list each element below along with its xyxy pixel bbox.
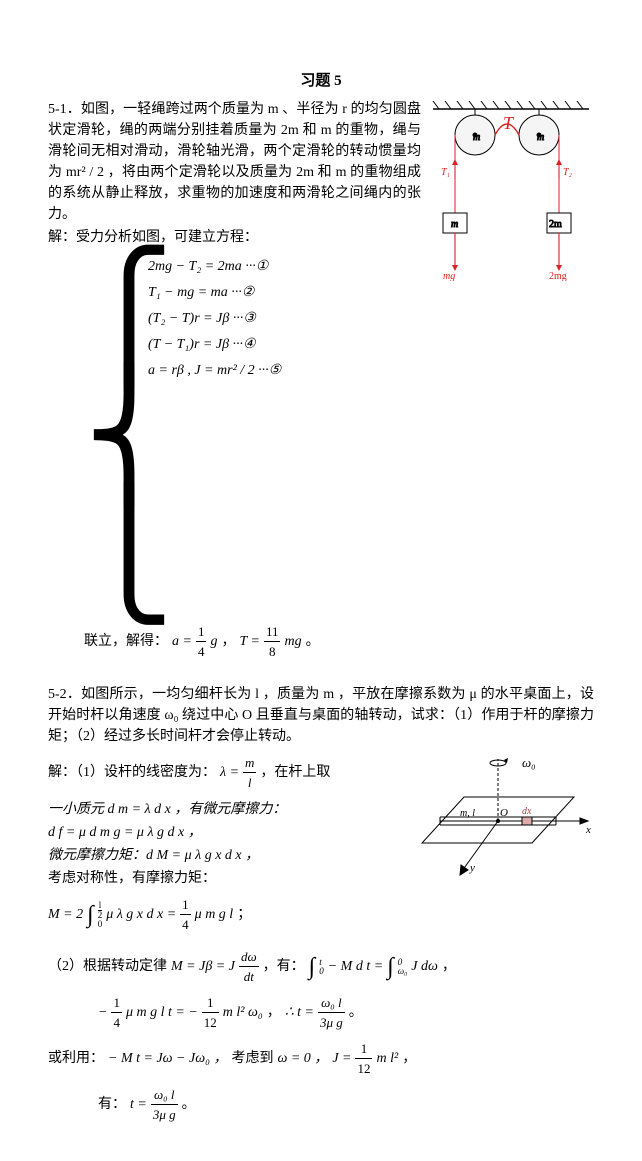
svg-text:O: O bbox=[500, 807, 508, 819]
sol2-line2: − 14 μ m g l t = − 112 m l² ω₀， ∴ t = ω₀… bbox=[48, 993, 594, 1033]
ajd: 12 bbox=[355, 1059, 372, 1079]
lam-den: l bbox=[243, 773, 256, 793]
alt-lead: 或利用： bbox=[48, 1048, 104, 1069]
svg-text:x: x bbox=[585, 824, 591, 836]
eq4: (T − T₁)r = Jβ ···④ bbox=[148, 334, 281, 355]
p52-problem: 5-2．如图所示，一均匀细杆长为 l ，质量为 m ，平放在摩擦系数为 μ 的水… bbox=[48, 684, 594, 747]
svg-text:m: m bbox=[473, 132, 480, 143]
final-line: 有： t = ω₀ l3μ g 。 bbox=[48, 1085, 594, 1125]
p51-result: 联立，解得： a = 14 g， T = 118 mg。 bbox=[48, 622, 594, 662]
tn2: ω₀ l bbox=[151, 1085, 178, 1106]
td2: 3μ g bbox=[151, 1105, 178, 1125]
diagram-5-1: m m m 2m T T₁ T₂ mg 2mg bbox=[429, 101, 594, 281]
p52-sol1-lambda: 解：（1）设杆的线密度为： λ = ml ，在杆上取 bbox=[48, 753, 396, 793]
svg-text:m, l: m, l bbox=[460, 808, 475, 819]
svg-text:mg: mg bbox=[443, 271, 455, 281]
svg-text:m: m bbox=[537, 132, 544, 143]
lam-num: m bbox=[243, 753, 256, 774]
svg-text:y: y bbox=[469, 862, 475, 874]
tn: ω₀ l bbox=[318, 993, 345, 1014]
sol1-lead: 解：（1）设杆的线密度为： bbox=[48, 762, 216, 783]
eq3: (T₂ − T)r = Jβ ···③ bbox=[148, 308, 281, 329]
eq5: a = rβ , J = mr² / 2 ···⑤ bbox=[148, 360, 281, 381]
alt-eq: − M t = Jω − Jω₀ ， bbox=[108, 1048, 227, 1069]
svg-text:T₂: T₂ bbox=[563, 167, 573, 178]
sol2-line1: （2）根据转动定律 M = Jβ = J dωdt ，有： ∫t0 − M d … bbox=[48, 947, 594, 987]
dw-d: dt bbox=[239, 967, 259, 987]
eq1: 2mg − T₂ = 2ma ···① bbox=[148, 256, 281, 277]
M-integral: M = 2 ∫ l20 μ λ g x d x = 14 μ m g l； bbox=[48, 895, 594, 935]
svg-text:2mg: 2mg bbox=[549, 271, 567, 281]
p52-text: 如图所示，一均匀细杆长为 l ，质量为 m ，平放在摩擦系数为 μ 的水平桌面上… bbox=[48, 687, 594, 744]
svg-text:2m: 2m bbox=[549, 219, 562, 230]
p51-text: 如图，一轻绳跨过两个质量为 m 、半径为 r 的均匀圆盘状定滑轮，绳的两端分别挂… bbox=[48, 102, 421, 222]
dw-n: dω bbox=[239, 947, 259, 968]
final-lead: 有： bbox=[98, 1094, 126, 1115]
diagram-5-2: ω₀ O m, l dx x y bbox=[404, 753, 594, 883]
mfrac-d: 4 bbox=[180, 915, 191, 935]
f112n: 1 bbox=[202, 993, 219, 1014]
svg-text:dx: dx bbox=[522, 806, 532, 817]
f14d: 4 bbox=[111, 1013, 122, 1033]
il2: ω₀ bbox=[398, 966, 407, 976]
result-lead: 联立，解得： bbox=[84, 631, 168, 652]
page-title: 习题 5 bbox=[48, 70, 594, 93]
sol2-lead: （2）根据转动定律 bbox=[48, 956, 167, 977]
t-den: 8 bbox=[264, 642, 281, 662]
alt-line: 或利用： − M t = Jω − Jω₀ ， 考虑到 ω = 0 ， J = … bbox=[48, 1039, 594, 1079]
a-den: 4 bbox=[196, 642, 207, 662]
t-num: 11 bbox=[264, 622, 281, 643]
alt-mid: 考虑到 bbox=[231, 1048, 273, 1069]
svg-text:T: T bbox=[503, 113, 515, 133]
sol1-tail: ，在杆上取 bbox=[260, 762, 330, 783]
td: 3μ g bbox=[318, 1013, 345, 1033]
f112d: 12 bbox=[202, 1013, 219, 1033]
il1: 0 bbox=[319, 966, 324, 976]
p51-label: 5-1． bbox=[48, 102, 81, 117]
f14n: 1 bbox=[111, 993, 122, 1014]
a-num: 1 bbox=[196, 622, 207, 643]
ajn: 1 bbox=[355, 1039, 372, 1060]
p52-label: 5-2． bbox=[48, 687, 81, 702]
mfrac-n: 1 bbox=[180, 895, 191, 916]
svg-text:m: m bbox=[451, 219, 458, 230]
svg-text:T₁: T₁ bbox=[441, 167, 450, 178]
p51-equation-system: ⎧⎨⎩ 2mg − T₂ = 2ma ···① T₁ − mg = ma ···… bbox=[48, 252, 421, 616]
eq2: T₁ − mg = ma ···② bbox=[148, 282, 281, 303]
svg-text:ω₀: ω₀ bbox=[522, 755, 536, 770]
